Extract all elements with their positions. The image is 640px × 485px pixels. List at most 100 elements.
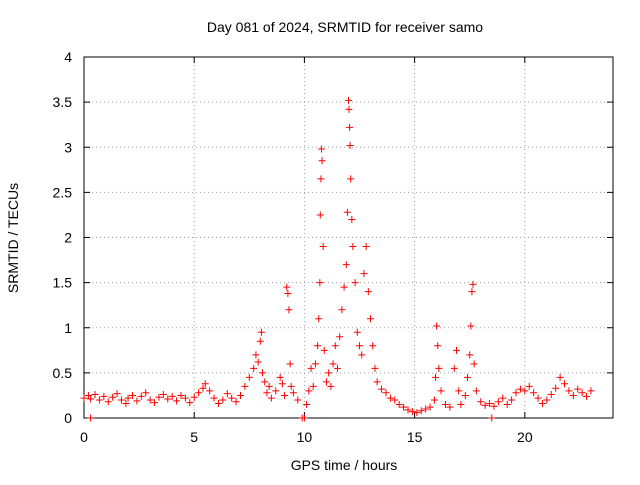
y-tick-label: 3.5 — [53, 94, 73, 110]
data-point — [201, 380, 209, 388]
data-point — [91, 391, 99, 399]
data-point — [289, 389, 297, 397]
data-point — [395, 400, 403, 408]
data-point — [305, 387, 313, 395]
data-point — [534, 394, 542, 402]
y-axis-label: SRMTID / TECUs — [5, 183, 21, 293]
data-point — [578, 389, 586, 397]
data-point — [333, 364, 341, 372]
chart-title: Day 081 of 2024, SRMTID for receiver sam… — [207, 19, 483, 35]
data-point — [488, 414, 496, 422]
data-point — [117, 396, 125, 404]
data-point — [309, 382, 317, 390]
data-point — [199, 384, 207, 392]
y-tick-label: 4 — [64, 49, 72, 65]
data-point — [470, 360, 478, 368]
data-point — [316, 211, 324, 219]
data-point — [574, 385, 582, 393]
data-point — [587, 387, 595, 395]
data-point — [318, 145, 326, 153]
data-point — [345, 105, 353, 113]
data-point — [80, 394, 88, 402]
y-tick-label: 2 — [64, 230, 72, 246]
data-point — [538, 400, 546, 408]
data-point — [434, 342, 442, 350]
data-point — [325, 369, 333, 377]
data-point — [336, 333, 344, 341]
data-point — [146, 396, 154, 404]
data-point — [347, 175, 355, 183]
y-tick-label: 0.5 — [53, 365, 73, 381]
data-point — [311, 360, 319, 368]
data-point — [432, 373, 440, 381]
data-point — [168, 392, 176, 400]
data-point — [265, 382, 273, 390]
data-point — [219, 396, 227, 404]
data-point — [369, 342, 377, 350]
data-point — [346, 123, 354, 131]
data-point — [461, 391, 469, 399]
data-point — [315, 315, 323, 323]
data-point — [441, 400, 449, 408]
data-point — [316, 279, 324, 287]
data-point — [122, 400, 130, 408]
data-point — [232, 398, 240, 406]
data-point — [314, 342, 322, 350]
data-point — [481, 401, 489, 409]
data-point — [490, 402, 498, 410]
x-tick-label: 10 — [297, 429, 313, 445]
data-point — [164, 395, 172, 403]
data-point — [525, 382, 533, 390]
data-point — [530, 389, 538, 397]
data-point — [547, 391, 555, 399]
data-point — [254, 358, 262, 366]
data-point — [472, 387, 480, 395]
data-point — [303, 400, 311, 408]
data-point — [453, 346, 461, 354]
x-axis-label: GPS time / hours — [291, 457, 398, 473]
data-point — [151, 399, 159, 407]
data-point — [404, 406, 412, 414]
grid — [84, 57, 613, 418]
data-point — [430, 396, 438, 404]
data-point — [256, 337, 264, 345]
data-point — [503, 400, 511, 408]
data-point — [338, 306, 346, 314]
data-point — [400, 403, 408, 411]
data-point — [358, 351, 366, 359]
data-point — [364, 288, 372, 296]
data-point — [486, 400, 494, 408]
data-point — [278, 380, 286, 388]
data-point — [508, 396, 516, 404]
data-point — [417, 407, 425, 415]
data-point — [206, 387, 214, 395]
data-point — [307, 364, 315, 372]
data-point — [281, 391, 289, 399]
data-point — [348, 215, 356, 223]
data-point — [565, 387, 573, 395]
data-point — [267, 394, 275, 402]
data-point — [100, 392, 108, 400]
data-point — [457, 400, 465, 408]
data-point — [276, 373, 284, 381]
data-point — [95, 396, 103, 404]
data-point — [512, 389, 520, 397]
data-point — [245, 373, 253, 381]
y-tick-label: 2.5 — [53, 184, 73, 200]
data-point — [464, 373, 472, 381]
data-point — [190, 393, 198, 401]
data-point — [320, 346, 328, 354]
data-point — [467, 322, 475, 330]
data-point — [378, 385, 386, 393]
data-point — [283, 283, 291, 291]
data-point — [128, 391, 136, 399]
data-point — [373, 378, 381, 386]
data-point — [104, 398, 112, 406]
data-point — [556, 373, 564, 381]
data-point — [177, 391, 185, 399]
data-point — [322, 378, 330, 386]
data-point — [261, 378, 269, 386]
data-point — [367, 315, 375, 323]
data-point — [195, 389, 203, 397]
